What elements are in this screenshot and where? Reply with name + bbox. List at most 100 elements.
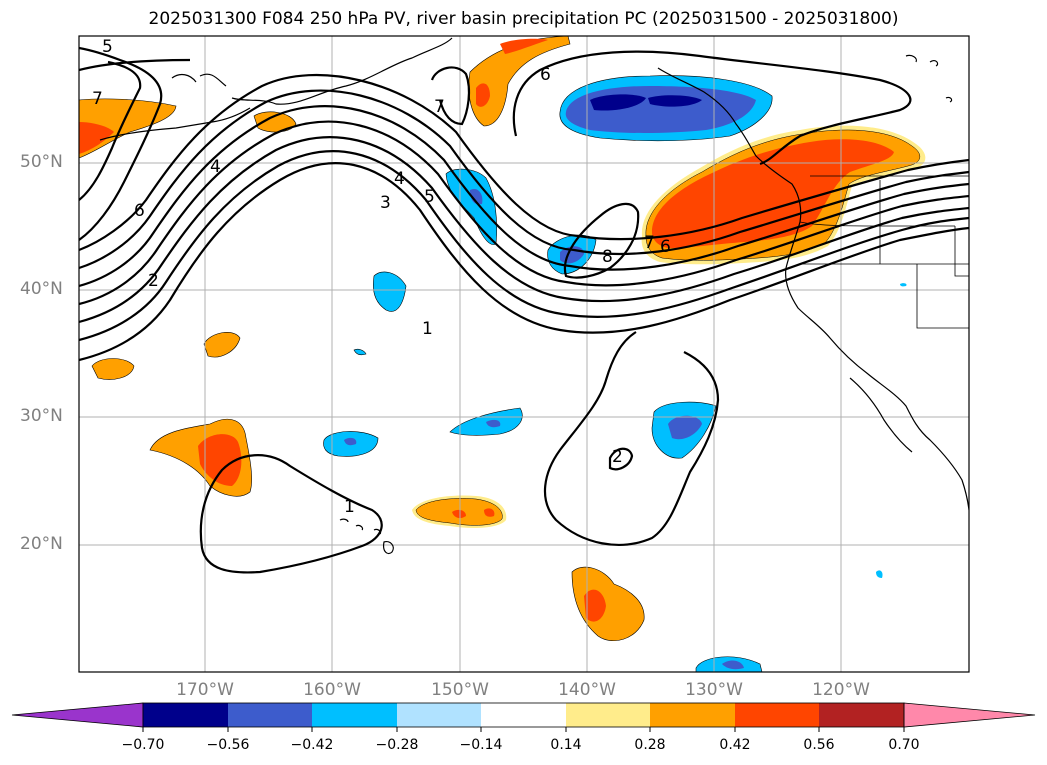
pos-core-hawaii-s1 [452, 509, 466, 519]
contour-label: 7 [92, 89, 103, 109]
neg-core-30n [486, 419, 501, 428]
contour-labels: 5 7 4 6 2 3 5 4 7 6 8 6 7 1 2 1 [92, 37, 671, 517]
pv-contour-small-2 [608, 447, 634, 471]
colorbar-segment [143, 703, 228, 727]
pv-contour-6 [79, 89, 969, 270]
coast-baja [849, 377, 913, 453]
pv-contour-closed-42n [563, 202, 640, 279]
pv-contour-2 [79, 150, 969, 342]
colorbar-segment [566, 703, 650, 727]
colorbar [11, 702, 1036, 732]
map-title: 2025031300 F084 250 hPa PV, river basin … [148, 9, 899, 29]
pv-contour-nw-high [79, 46, 163, 241]
graticule [79, 36, 969, 672]
coast-islands-ne [905, 54, 953, 103]
lat-label-30n: 30°N [20, 406, 63, 426]
contour-label: 4 [394, 169, 405, 189]
colorbar-tick-label: −0.14 [459, 737, 503, 753]
colorbar-tick-label: −0.56 [206, 737, 250, 753]
contour-label: 1 [422, 319, 433, 339]
colorbar-segment [312, 703, 397, 727]
contour-label: 7 [434, 97, 445, 117]
border-nv [879, 180, 969, 277]
colorbar-tick-label: −0.42 [290, 737, 334, 753]
colorbar-tick-label: 0.14 [550, 737, 582, 753]
lon-label-160w: 160°W [303, 680, 361, 700]
colorbar-segment [650, 703, 735, 727]
lat-label-20n: 20°N [20, 534, 63, 554]
colorbar-tick-label: −0.70 [121, 737, 165, 753]
neg-blob-30n [449, 407, 523, 436]
contour-label: 6 [540, 65, 551, 85]
contour-label: 2 [612, 447, 623, 467]
lat-label-40n: 40°N [20, 279, 63, 299]
neg-core-gulf1 [590, 94, 646, 111]
lon-label-170w: 170°W [176, 680, 234, 700]
neg-core-bottom [722, 660, 744, 670]
neg-blob-36n [353, 348, 367, 356]
pos-core-gulf [476, 83, 490, 107]
neg-core-29n [344, 437, 357, 446]
contour-label: 4 [210, 157, 221, 177]
pv-contour-4 [79, 120, 969, 306]
colorbar-tick-label: 0.42 [719, 737, 751, 753]
contour-label: 8 [602, 247, 613, 267]
pv-contour-gulf-loop [512, 50, 912, 166]
pos-blob-nw [79, 98, 177, 159]
colorbar-outline [142, 702, 905, 728]
neg-blob-40n [373, 271, 407, 312]
pos-core-hawaii-s2 [484, 508, 495, 517]
colorbar-segment [481, 703, 566, 727]
coast-aleutian [99, 107, 251, 141]
coast-bc-panhandle [657, 67, 802, 223]
colorbar-tick-label: 0.28 [634, 737, 666, 753]
colorbar-tick-label: 0.56 [803, 737, 835, 753]
pv-contour-low-loop [543, 331, 720, 546]
negative-precip-shading [323, 75, 907, 672]
pv-contour-7 [79, 73, 969, 252]
lon-label-150w: 150°W [431, 680, 489, 700]
neg-core-gulf2 [648, 95, 702, 107]
colorbar-segment [397, 703, 481, 727]
pv-contour-3 [79, 136, 969, 324]
map-frame [78, 35, 970, 673]
pos-core-gulf2 [500, 38, 548, 54]
pos-blob-w37 [203, 332, 241, 358]
pos-core-nw [79, 122, 114, 154]
colorbar-tick-label: −0.28 [375, 737, 419, 753]
pos-core-s140 [584, 589, 606, 622]
pv-contour-nw-high2 [79, 60, 142, 201]
colorbar-segment [735, 703, 819, 727]
contour-label: 6 [134, 201, 145, 221]
neg-blob-tiny2 [900, 283, 907, 287]
contour-label: 1 [344, 497, 355, 517]
contour-label: 5 [424, 187, 435, 207]
pv-contour-outer [79, 162, 969, 362]
contour-label: 5 [102, 37, 113, 57]
colorbar-segment [228, 703, 312, 727]
coast-hawaii [339, 518, 394, 555]
colorbar-extend-high [903, 702, 1036, 728]
border-ca-nv [916, 264, 969, 329]
neg-blob-tiny1 [876, 570, 883, 578]
pv-contour-gulf-small [430, 66, 471, 126]
lat-label-50n: 50°N [20, 152, 63, 172]
lon-label-120w: 120°W [812, 680, 870, 700]
pv-contour-south-1 [199, 454, 383, 574]
pos-blob-small1 [253, 111, 297, 133]
colorbar-segment [819, 703, 904, 727]
colorbar-tick-label: 0.70 [888, 737, 920, 753]
pos-core-pnw [652, 139, 894, 248]
pv-contour-5 [79, 105, 969, 288]
coast-alaska [171, 37, 453, 105]
pos-blob-w35 [91, 358, 135, 380]
contour-label: 2 [148, 271, 159, 291]
pv-contour-top [79, 58, 191, 72]
lon-label-130w: 130°W [685, 680, 743, 700]
pv-contours [79, 46, 969, 574]
colorbar-extend-low [11, 702, 144, 728]
contour-label: 6 [660, 237, 671, 257]
pos-core-hawaii-w [198, 434, 242, 486]
contour-label: 7 [644, 233, 655, 253]
